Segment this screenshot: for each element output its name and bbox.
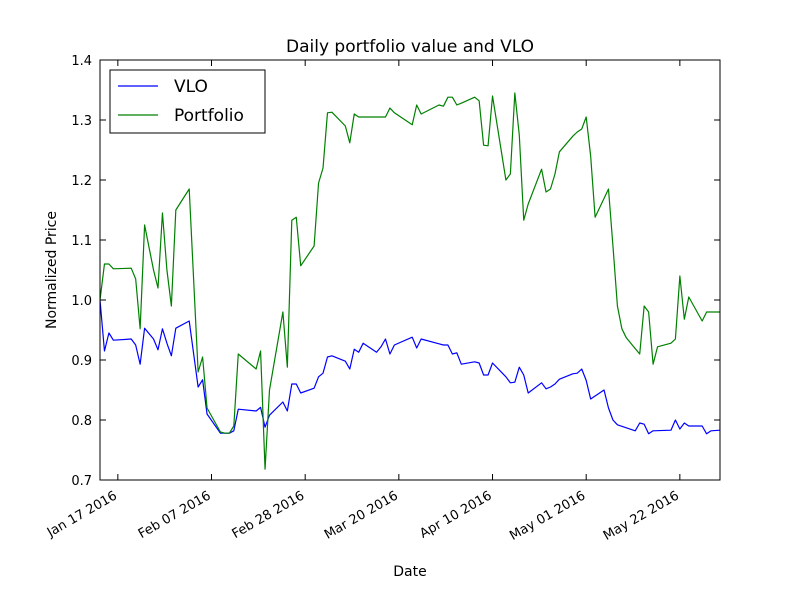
- plot-frame: [99, 59, 721, 481]
- y-tick-label: 0.9: [71, 354, 92, 369]
- legend-label-vlo: VLO: [174, 77, 208, 97]
- series-line-portfolio: [100, 92, 720, 470]
- legend-label-portfolio: Portfolio: [174, 106, 244, 126]
- y-tick-label: 1.4: [71, 54, 92, 69]
- y-axis: 0.7 0.8 0.9 1.0 1.1 1.2 1.3 1.4: [71, 54, 720, 489]
- legend: VLO Portfolio: [109, 69, 266, 134]
- x-axis-label: Date: [393, 564, 426, 580]
- y-tick-label: 1.2: [71, 174, 92, 189]
- series-line-vlo: [100, 299, 720, 435]
- legend-box: [109, 69, 266, 134]
- plot-area: [100, 92, 720, 470]
- y-tick-label: 1.0: [71, 294, 92, 309]
- y-tick-label: 1.3: [71, 114, 92, 129]
- y-tick-label: 0.8: [71, 414, 92, 429]
- chart-title: Daily portfolio value and VLO: [286, 37, 534, 57]
- y-axis-label: Normalized Price: [44, 211, 60, 329]
- y-tick-label: 0.7: [71, 474, 92, 489]
- y-tick-label: 1.1: [71, 234, 92, 249]
